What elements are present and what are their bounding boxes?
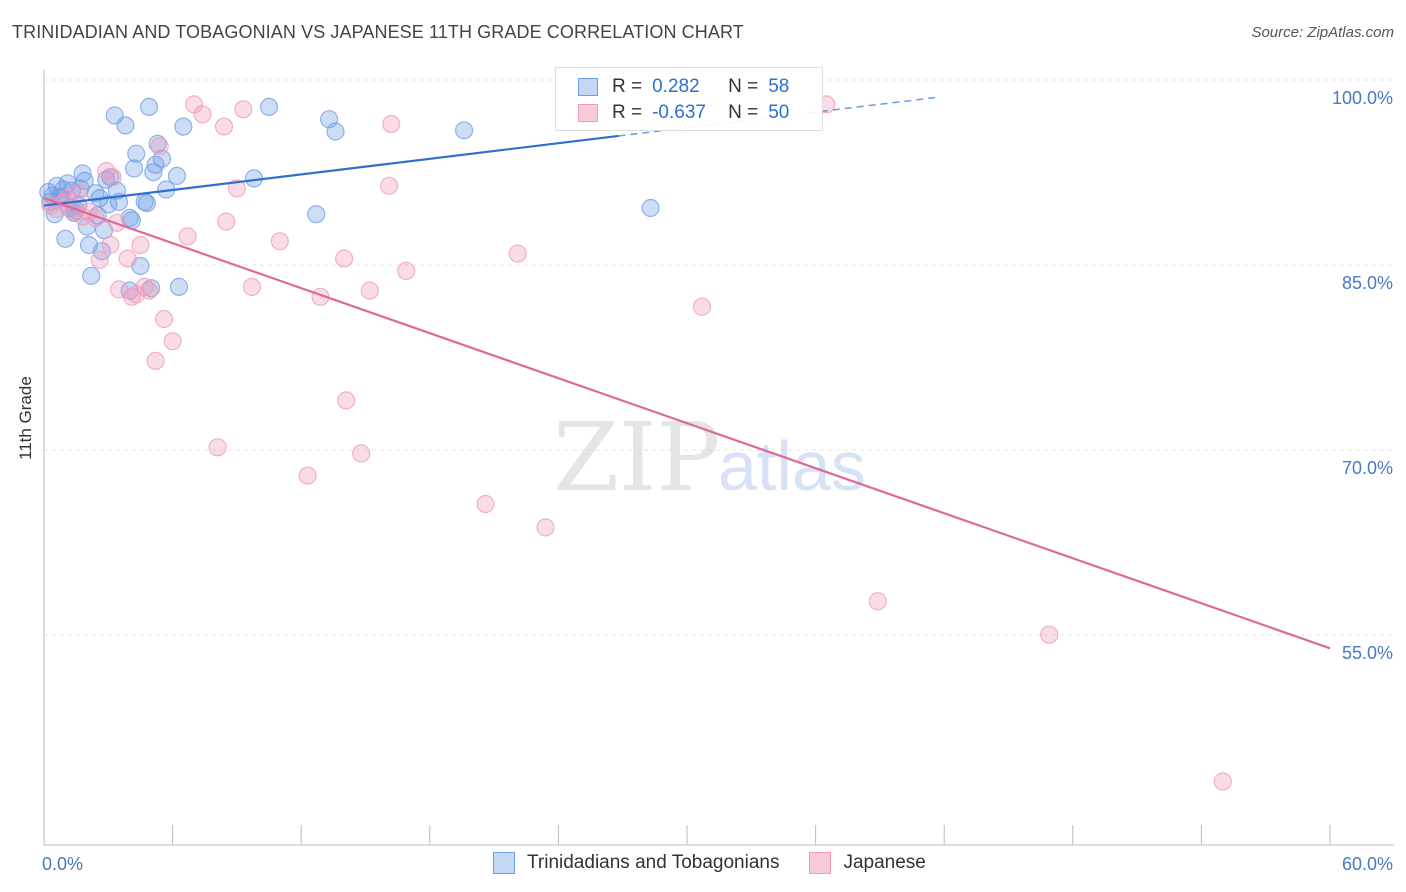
data-point <box>174 117 193 136</box>
y-tick-label: 85.0% <box>1342 273 1393 293</box>
n-label: N = <box>728 102 759 123</box>
data-point <box>146 351 165 370</box>
data-point <box>118 249 137 268</box>
data-point <box>139 97 159 117</box>
data-point <box>234 100 253 119</box>
data-point <box>307 205 326 224</box>
data-point <box>101 235 120 255</box>
data-point <box>476 494 495 514</box>
y-tick-labels: 100.0% 85.0% 70.0% 55.0% <box>1332 88 1393 663</box>
data-point <box>69 182 88 202</box>
data-point <box>82 266 101 285</box>
stats-legend: R = 0.282 N = 58 R = -0.637 N = 50 <box>555 67 823 131</box>
data-point <box>144 163 163 182</box>
legend-label: Japanese <box>843 852 926 873</box>
y-tick-label: 55.0% <box>1342 643 1393 663</box>
data-point <box>242 277 261 296</box>
x-tick-labels: 0.0% 60.0% <box>42 854 1393 874</box>
data-point <box>139 281 159 300</box>
data-point <box>208 438 227 457</box>
data-point <box>641 198 660 218</box>
y-tick-label: 70.0% <box>1342 458 1393 478</box>
data-point <box>107 181 127 200</box>
data-point <box>380 176 399 195</box>
stats-legend-row-japanese: R = -0.637 N = 50 <box>578 101 789 125</box>
series-legend: Trinidadians and Tobagonians Japanese <box>493 852 956 874</box>
data-point <box>193 105 212 124</box>
data-point <box>337 391 356 410</box>
r-label: R = <box>612 102 643 123</box>
blue-swatch-icon <box>578 78 598 96</box>
data-point <box>148 134 167 153</box>
data-point <box>154 309 174 329</box>
legend-item-japanese[interactable]: Japanese <box>809 852 926 874</box>
data-point <box>1040 625 1059 644</box>
data-point <box>131 235 150 255</box>
data-point <box>217 212 236 231</box>
source-note: Source: ZipAtlas.com <box>1251 24 1394 41</box>
series-japanese-points <box>41 95 1232 791</box>
blue-swatch-icon <box>493 852 515 874</box>
data-point <box>127 144 146 163</box>
data-point <box>536 518 555 537</box>
r-label: R = <box>612 76 643 97</box>
watermark-zip: ZIP <box>553 403 720 513</box>
data-point <box>116 116 135 135</box>
data-point <box>227 179 246 198</box>
data-point <box>259 97 279 117</box>
data-point <box>169 277 189 296</box>
x-tick-label: 0.0% <box>42 854 83 874</box>
data-point <box>692 297 712 316</box>
r-value: -0.637 <box>652 102 706 123</box>
r-value: 0.282 <box>652 76 700 97</box>
n-value: 50 <box>768 102 790 123</box>
chart-title: TRINIDADIAN AND TOBAGONIAN VS JAPANESE 1… <box>12 22 744 42</box>
data-point <box>103 168 122 187</box>
data-point <box>73 164 92 183</box>
pink-swatch-icon <box>578 104 598 122</box>
data-point <box>360 281 379 300</box>
data-point <box>150 137 169 156</box>
data-point <box>90 250 109 269</box>
data-point <box>178 227 197 246</box>
n-label: N = <box>728 76 759 97</box>
data-point <box>137 194 156 213</box>
data-point <box>298 466 317 485</box>
data-point <box>167 166 186 185</box>
data-point <box>270 232 289 251</box>
data-point <box>214 117 234 136</box>
legend-item-trinidadians[interactable]: Trinidadians and Tobagonians <box>493 852 779 874</box>
stats-legend-row-trinidadians: R = 0.282 N = 58 <box>578 75 789 99</box>
data-point <box>352 444 371 463</box>
data-point <box>56 229 75 248</box>
data-point <box>382 114 401 134</box>
data-point <box>335 249 354 268</box>
data-point <box>124 159 144 178</box>
data-point <box>99 195 118 214</box>
data-point <box>163 332 182 351</box>
gridlines <box>44 79 1394 636</box>
legend-label: Trinidadians and Tobagonians <box>527 852 780 873</box>
data-point <box>508 244 527 263</box>
n-value: 58 <box>768 76 790 97</box>
watermark-atlas: atlas <box>718 427 866 505</box>
data-point <box>455 121 474 140</box>
data-point <box>75 171 94 190</box>
y-tick-label: 100.0% <box>1332 88 1393 108</box>
data-point <box>868 592 887 611</box>
trend-line-trinidadians <box>43 134 619 207</box>
x-tick-label: 60.0% <box>1342 854 1393 874</box>
trend-line-japanese <box>43 197 1331 650</box>
pink-swatch-icon <box>809 852 832 874</box>
data-point <box>1213 772 1232 791</box>
data-point <box>326 122 345 141</box>
watermark: ZIP atlas <box>553 403 866 513</box>
data-point <box>397 261 416 280</box>
